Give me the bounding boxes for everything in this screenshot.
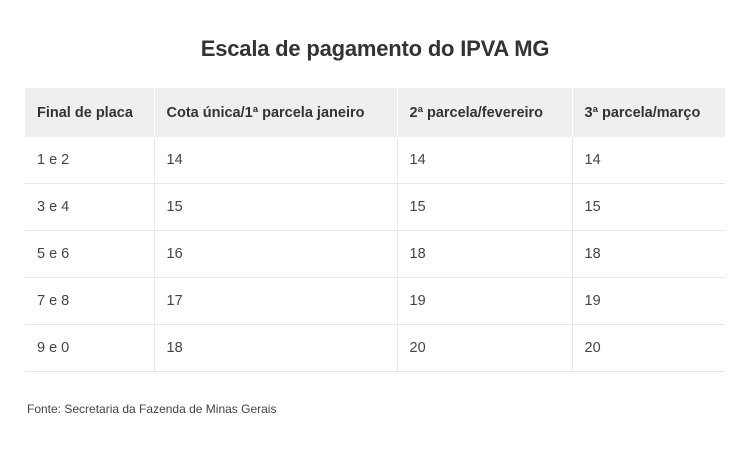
- table-row: 3 e 4 15 15 15: [25, 183, 725, 231]
- table-cell: 20: [572, 324, 725, 372]
- table-cell: 15: [154, 183, 398, 231]
- source-note: Fonte: Secretaria da Fazenda de Minas Ge…: [27, 402, 277, 416]
- table-row: 9 e 0 18 20 20: [25, 324, 725, 372]
- table-cell: 7 e 8: [25, 277, 155, 325]
- table-cell: 20: [397, 324, 573, 372]
- table-cell: 18: [154, 324, 398, 372]
- column-header-third-installment-march: 3ª parcela/março: [572, 88, 725, 137]
- table-cell: 18: [397, 230, 573, 278]
- column-header-single-quota-january: Cota única/1ª parcela janeiro: [154, 88, 398, 137]
- table-cell: 15: [397, 183, 573, 231]
- column-header-second-installment-february: 2ª parcela/fevereiro: [397, 88, 573, 137]
- table-cell: 17: [154, 277, 398, 325]
- table-cell: 9 e 0: [25, 324, 155, 372]
- column-header-plate-ending: Final de placa: [25, 88, 155, 137]
- table-row: 5 e 6 16 18 18: [25, 230, 725, 278]
- table-cell: 16: [154, 230, 398, 278]
- table-cell: 1 e 2: [25, 137, 155, 184]
- table-cell: 19: [572, 277, 725, 325]
- table-cell: 18: [572, 230, 725, 278]
- table-header-row: Final de placa Cota única/1ª parcela jan…: [25, 88, 725, 137]
- table-cell: 14: [572, 137, 725, 184]
- table-cell: 15: [572, 183, 725, 231]
- table-cell: 14: [154, 137, 398, 184]
- table-cell: 14: [397, 137, 573, 184]
- table-cell: 5 e 6: [25, 230, 155, 278]
- payment-schedule-table: Final de placa Cota única/1ª parcela jan…: [25, 88, 725, 372]
- table-cell: 19: [397, 277, 573, 325]
- table-cell: 3 e 4: [25, 183, 155, 231]
- table-header: Final de placa Cota única/1ª parcela jan…: [25, 88, 725, 137]
- table-row: 1 e 2 14 14 14: [25, 137, 725, 184]
- table-row: 7 e 8 17 19 19: [25, 277, 725, 325]
- page-title: Escala de pagamento do IPVA MG: [200, 36, 550, 61]
- table-body: 1 e 2 14 14 14 3 e 4 15 15 15 5 e 6 16 1…: [25, 137, 725, 372]
